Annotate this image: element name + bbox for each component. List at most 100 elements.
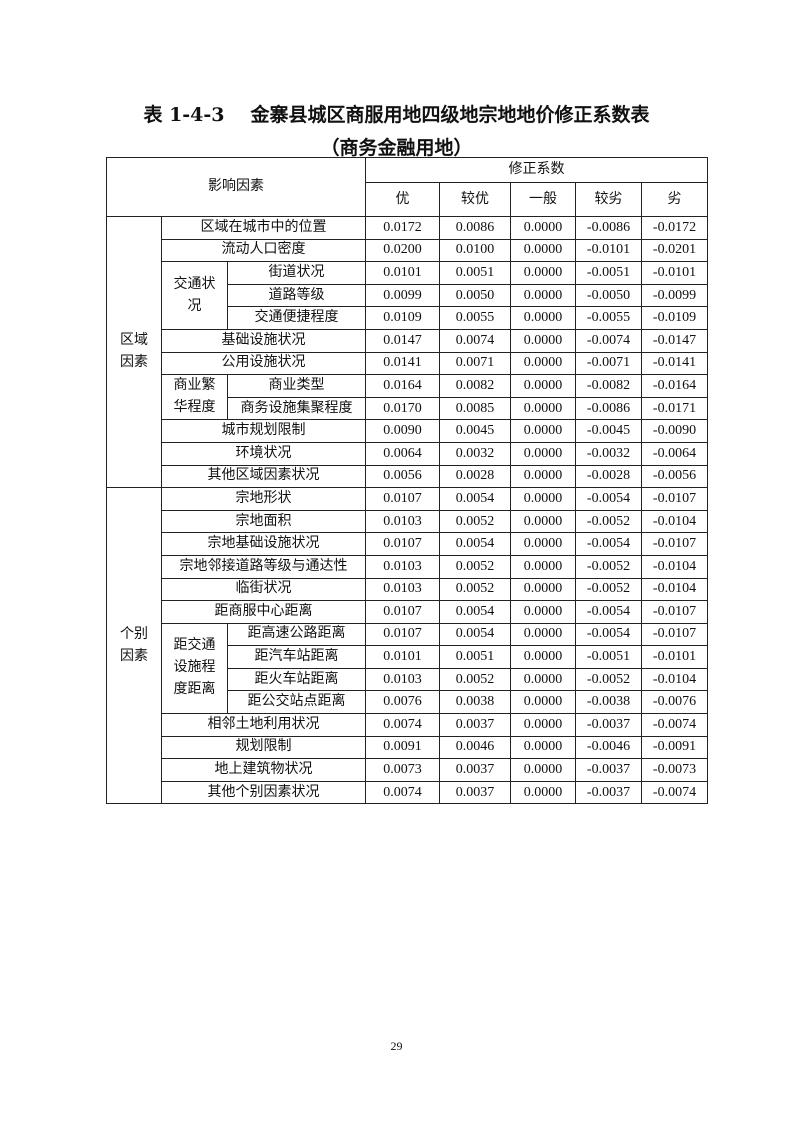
coefficient-value: -0.0091 [641,735,708,760]
coefficient-value: 0.0054 [439,532,511,556]
factor-label: 公用设施状况 [161,351,366,376]
coefficient-value: -0.0171 [641,396,708,421]
coefficient-value: 0.0054 [439,487,511,511]
coefficient-value: -0.0101 [641,261,708,285]
coefficient-value: 0.0000 [510,328,576,353]
factor-label: 宗地面积 [161,509,366,534]
coefficient-value: 0.0052 [439,577,511,602]
factor-label: 距火车站距离 [227,667,366,692]
coefficient-value: -0.0056 [641,464,708,489]
coefficient-value: 0.0052 [439,509,511,534]
factor-label: 环境状况 [161,441,366,466]
coefficient-value: 0.0037 [439,780,511,805]
coefficient-value: 0.0050 [439,283,511,308]
coefficient-value: 0.0046 [439,735,511,760]
factor-label: 距商服中心距离 [161,600,366,624]
table-row: 宗地基础设施状况 0.0107 0.0054 0.0000 -0.0054 -0.0107 [107,532,708,556]
coefficient-value: -0.0101 [641,645,708,669]
factor-label: 交通便捷程度 [227,306,366,330]
coefficient-value: 0.0085 [439,396,511,421]
coefficient-value: -0.0052 [575,667,642,692]
coefficient-value: -0.0107 [641,622,708,647]
coefficient-value: 0.0101 [365,645,440,669]
header-row: 影响因素 修正系数 [106,157,708,217]
factor-label: 街道状况 [227,261,366,285]
coefficient-value: -0.0090 [641,419,708,443]
table-subtitle: （商务金融用地） [320,137,473,159]
coefficient-value: 0.0000 [510,509,576,534]
coefficient-value: 0.0091 [365,735,440,760]
level-header: 劣 [641,182,708,217]
coefficient-value: 0.0052 [439,667,511,692]
coefficient-value: 0.0090 [365,419,440,443]
coefficient-value: 0.0103 [365,577,440,602]
coefficient-value: -0.0037 [575,780,642,805]
coefficient-value: -0.0104 [641,554,708,579]
table-row: 公用设施状况 0.0141 0.0071 0.0000 -0.0071 -0.0141 [107,351,708,376]
coefficient-value: 0.0147 [365,328,440,353]
coefficient-value: 0.0107 [365,622,440,647]
coefficient-value: -0.0104 [641,509,708,534]
table-title-text: 金寨县城区商服用地四级地宗地地价修正系数表 [250,104,650,126]
factor-label: 商务设施集聚程度 [227,396,366,421]
coefficient-value: 0.0000 [510,645,576,669]
level-header-row: 优 较优 一般 较劣 劣 [107,182,708,217]
coefficient-value: -0.0086 [575,396,642,421]
coefficient-value: -0.0054 [575,532,642,556]
factor-label: 宗地形状 [161,487,366,511]
coefficient-value: -0.0054 [575,487,642,511]
coefficient-value: 0.0000 [510,554,576,579]
coefficient-value: -0.0164 [641,374,708,398]
coefficient-value: 0.0000 [510,758,576,782]
coefficient-value: 0.0082 [439,374,511,398]
coefficient-value: 0.0000 [510,306,576,330]
coefficient-value: 0.0141 [365,351,440,376]
coefficient-value: 0.0037 [439,758,511,782]
page-number: 29 [390,1039,403,1053]
factor-label: 距公交站点距离 [227,690,366,715]
table-row: 区域 因素 区域在城市中的位置 0.0172 0.0086 0.0000 -0.0086 -0… [106,215,708,489]
coefficient-value: 0.0099 [365,283,440,308]
table-row: 临街状况 0.0103 0.0052 0.0000 -0.0052 -0.0104 [107,577,708,602]
coefficient-value: 0.0074 [365,780,440,805]
coefficient-value: -0.0052 [575,509,642,534]
subgroup-label: 交通状况 [161,261,228,330]
factor-label: 临街状况 [161,577,366,602]
coefficient-value: -0.0104 [641,667,708,692]
factor-label: 其他区域因素状况 [161,464,366,489]
factor-label: 规划限制 [161,735,366,760]
coefficient-value: 0.0074 [439,328,511,353]
coefficient-value: 0.0101 [365,261,440,285]
coefficient-value: -0.0045 [575,419,642,443]
coefficient-value: 0.0000 [510,487,576,511]
coefficient-value: 0.0051 [439,261,511,285]
factor-label: 商业类型 [227,374,366,398]
coefficient-value: -0.0052 [575,554,642,579]
table-row: 交通状况街道状况 0.0101 0.0051 0.0000 -0.0051 -0.0101 [107,261,708,330]
coefficient-value: 0.0073 [365,758,440,782]
coefficient-value: 0.0103 [365,667,440,692]
coefficient-value: -0.0099 [641,283,708,308]
coefficient-value: 0.0051 [439,645,511,669]
factor-label: 区域在城市中的位置 [161,216,366,240]
coefficient-value: -0.0054 [575,600,642,624]
coefficient-value: 0.0054 [439,622,511,647]
coef-header: 修正系数 [365,157,708,183]
coefficient-value: 0.0000 [510,419,576,443]
level-header: 较优 [439,182,511,217]
coefficient-value: 0.0032 [439,441,511,466]
table-row: 商业繁 华程度 商业类型 0.0164 0.0082 0.0000 -0.0082 -0.01… [107,374,708,421]
table-row: 距商服中心距离 0.0107 0.0054 0.0000 -0.0054 -0.0107 [107,600,708,624]
level-header: 一般 [510,182,576,217]
coefficient-value: 0.0107 [365,532,440,556]
subgroup-label: 距交通 设施程 度距离 [161,622,228,715]
coefficient-value: 0.0056 [365,464,440,489]
coefficient-value: 0.0086 [439,216,511,240]
coefficient-value: -0.0107 [641,532,708,556]
coefficient-value: 0.0037 [439,713,511,737]
factor-label: 基础设施状况 [161,328,366,353]
coefficient-value: -0.0037 [575,758,642,782]
coefficient-value: 0.0000 [510,283,576,308]
factor-label: 流动人口密度 [161,238,366,263]
subgroup-label: 商业繁 华程度 [161,374,228,421]
